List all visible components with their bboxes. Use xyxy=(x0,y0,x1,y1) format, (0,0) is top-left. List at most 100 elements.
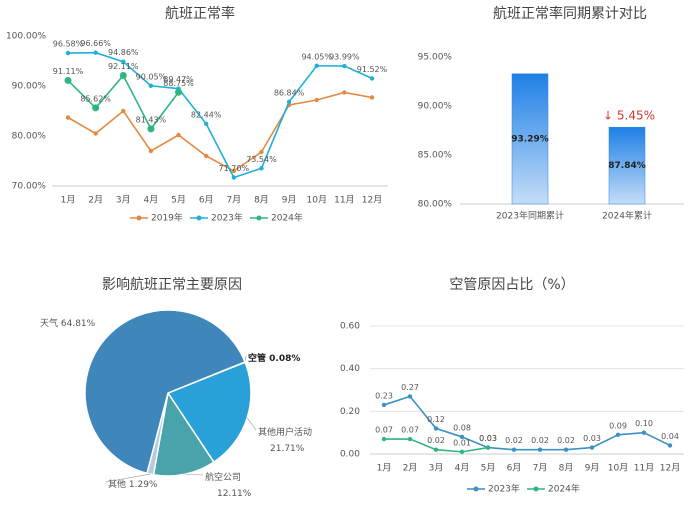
point xyxy=(537,447,543,452)
x-tick-label: 2023年同期累计 xyxy=(496,210,564,222)
data-label: 0.03 xyxy=(583,434,601,443)
data-label: 88.75% xyxy=(163,79,194,88)
point xyxy=(589,445,595,450)
data-label: 0.07 xyxy=(401,426,419,435)
point xyxy=(667,443,673,448)
point xyxy=(92,104,100,112)
slice-label: 天气 64.81% xyxy=(40,317,96,329)
x-tick-label: 12月 xyxy=(362,195,382,206)
point xyxy=(286,99,292,105)
data-label: 93.99% xyxy=(329,53,360,62)
slice-value: 12.11% xyxy=(217,489,252,499)
leader-line xyxy=(105,473,151,483)
x-tick-label: 2月 xyxy=(88,195,103,206)
x-tick-label: 10月 xyxy=(307,195,327,206)
point xyxy=(175,88,183,96)
legend-label: 2023年 xyxy=(488,483,520,495)
data-label: 0.02 xyxy=(427,436,445,445)
x-tick-label: 5月 xyxy=(171,195,186,206)
point xyxy=(511,447,517,452)
slice-name: 航空公司 xyxy=(205,471,241,483)
x-tick-label: 9月 xyxy=(585,463,600,474)
data-label: 94.05% xyxy=(301,52,332,61)
data-label: 0.10 xyxy=(635,419,653,428)
bar-label: 87.84% xyxy=(608,161,646,171)
y-tick-label: 90.00% xyxy=(12,82,47,92)
point xyxy=(203,153,209,159)
x-tick-label: 7月 xyxy=(226,195,241,206)
data-label: 90.05% xyxy=(136,72,167,81)
y-tick-label: 90.00% xyxy=(418,102,453,112)
x-tick-label: 2024年累计 xyxy=(602,210,652,222)
point xyxy=(615,432,621,437)
legend-label: 2024年 xyxy=(548,483,580,495)
point xyxy=(65,50,71,56)
point xyxy=(203,121,209,127)
point xyxy=(65,115,71,120)
point xyxy=(231,175,237,180)
point xyxy=(259,149,264,155)
data-label: 81.43% xyxy=(136,115,167,124)
slice-label: 其他 1.29% xyxy=(108,478,158,490)
data-label: 89.47% xyxy=(163,75,194,84)
data-label: 0.08 xyxy=(453,423,471,432)
point xyxy=(314,97,319,103)
data-label: 71.70% xyxy=(219,164,250,173)
x-tick-label: 8月 xyxy=(559,463,574,474)
data-label: 0.01 xyxy=(453,438,471,447)
x-tick-label: 10月 xyxy=(608,463,628,474)
y-tick-label: 0.40 xyxy=(340,364,360,374)
point xyxy=(459,434,465,440)
slice-label: 航空公司 12.11% xyxy=(205,471,252,499)
legend-label: 2019年 xyxy=(151,212,183,224)
bar xyxy=(511,73,549,205)
data-label: 92.11% xyxy=(108,62,139,71)
slice-name: 其他用户活动 xyxy=(258,426,312,438)
y-tick-label: 0.60 xyxy=(340,322,360,332)
slice-value: 64.81% xyxy=(61,319,96,329)
chart-title: 影响航班正常主要原因 xyxy=(102,277,242,293)
data-label: 91.52% xyxy=(357,65,388,74)
data-label: 96.66% xyxy=(80,39,111,48)
slice-name: 天气 xyxy=(40,317,58,329)
bar xyxy=(608,126,646,205)
y-tick-label: 70.00% xyxy=(12,182,47,192)
y-tick-label: 80.00% xyxy=(12,132,47,142)
point xyxy=(93,131,98,136)
x-tick-label: 2月 xyxy=(403,463,418,474)
x-tick-label: 1月 xyxy=(61,195,76,206)
annotation: ↓ 5.45% xyxy=(603,109,655,123)
data-label: 86.84% xyxy=(274,88,305,97)
data-label: 0.07 xyxy=(375,426,393,435)
point xyxy=(485,445,491,450)
data-label: 0.02 xyxy=(505,436,523,445)
chart-title: 航班正常率同期累计对比 xyxy=(493,5,647,22)
point xyxy=(563,447,569,452)
point xyxy=(459,449,465,455)
data-label: 0.03 xyxy=(479,434,497,443)
series-line xyxy=(67,91,373,172)
point xyxy=(407,436,413,442)
data-label: 85.62% xyxy=(80,94,111,103)
data-label: 73.54% xyxy=(246,155,277,164)
point xyxy=(314,63,319,68)
point xyxy=(121,108,126,114)
point xyxy=(231,168,237,174)
slice-value: 0.08% xyxy=(269,354,300,364)
y-tick-label: 80.00% xyxy=(418,200,453,210)
legend-dot xyxy=(533,486,539,492)
x-tick-label: 3月 xyxy=(429,463,444,474)
data-label: 0.23 xyxy=(375,391,393,400)
slice-name: 其他 xyxy=(108,478,126,490)
chart-title: 航班正常率 xyxy=(165,5,235,22)
point xyxy=(342,90,347,95)
data-label: 91.11% xyxy=(53,67,84,76)
x-tick-label: 7月 xyxy=(533,463,548,474)
point xyxy=(176,132,181,138)
pie-slice xyxy=(152,391,215,477)
point xyxy=(407,394,413,399)
pie-slice xyxy=(84,309,246,475)
point xyxy=(433,426,439,431)
bar-label: 93.29% xyxy=(511,134,549,144)
